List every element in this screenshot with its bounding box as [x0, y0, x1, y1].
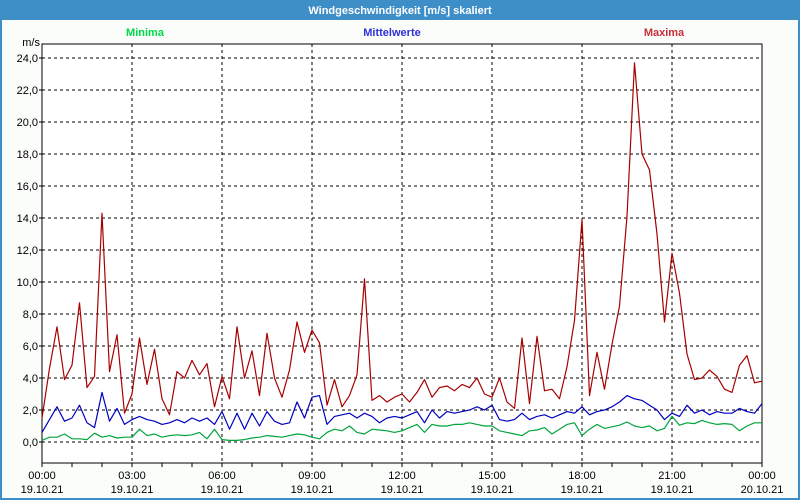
- x-tick-date-label: 19.10.21: [21, 484, 64, 496]
- x-tick-time-label: 00:00: [28, 470, 56, 482]
- series-line-maxima: [41, 62, 763, 419]
- y-tick-label: 2,0: [23, 405, 38, 417]
- y-tick-label: 14,0: [17, 213, 38, 225]
- x-tick-date-label: 19.10.21: [471, 484, 514, 496]
- window-title: Windgeschwindigkeit [m/s] skaliert: [2, 2, 798, 20]
- y-tick-label: 4,0: [23, 373, 38, 385]
- y-tick-label: 24,0: [17, 53, 38, 65]
- x-tick-date-label: 19.10.21: [201, 484, 244, 496]
- x-tick-time-label: 06:00: [208, 470, 236, 482]
- y-tick-label: 20,0: [17, 117, 38, 129]
- y-tick-label: 8,0: [23, 309, 38, 321]
- legend-maxima-label: Maxima: [643, 27, 685, 39]
- x-tick-time-label: 00:00: [748, 470, 776, 482]
- series-line-minima: [41, 415, 762, 441]
- y-tick-label: 18,0: [17, 149, 38, 161]
- x-tick-time-label: 03:00: [118, 470, 146, 482]
- x-tick-time-label: 15:00: [478, 470, 506, 482]
- x-tick-date-label: 20.10.21: [741, 484, 784, 496]
- x-tick-time-label: 21:00: [658, 470, 686, 482]
- x-tick-date-label: 19.10.21: [561, 484, 604, 496]
- x-tick-date-label: 19.10.21: [111, 484, 154, 496]
- y-tick-label: 0,0: [23, 437, 38, 449]
- y-tick-label: 6,0: [23, 341, 38, 353]
- legend-mittelwerte-label: Mittelwerte: [363, 27, 421, 39]
- x-tick-date-label: 19.10.21: [651, 484, 694, 496]
- y-tick-label: 16,0: [17, 181, 38, 193]
- x-tick-date-label: 19.10.21: [291, 484, 334, 496]
- plot-border: [41, 43, 763, 464]
- x-tick-time-label: 09:00: [298, 470, 326, 482]
- legend-minima-label: Minima: [126, 27, 164, 39]
- y-tick-label: 10,0: [17, 277, 38, 289]
- x-tick-time-label: 12:00: [388, 470, 416, 482]
- y-tick-label: 22,0: [17, 85, 38, 97]
- series-line-mittelwerte: [41, 391, 763, 433]
- y-axis-unit-label: m/s: [22, 37, 40, 49]
- x-tick-time-label: 18:00: [568, 470, 596, 482]
- x-tick-date-label: 19.10.21: [381, 484, 424, 496]
- y-tick-label: 12,0: [17, 245, 38, 257]
